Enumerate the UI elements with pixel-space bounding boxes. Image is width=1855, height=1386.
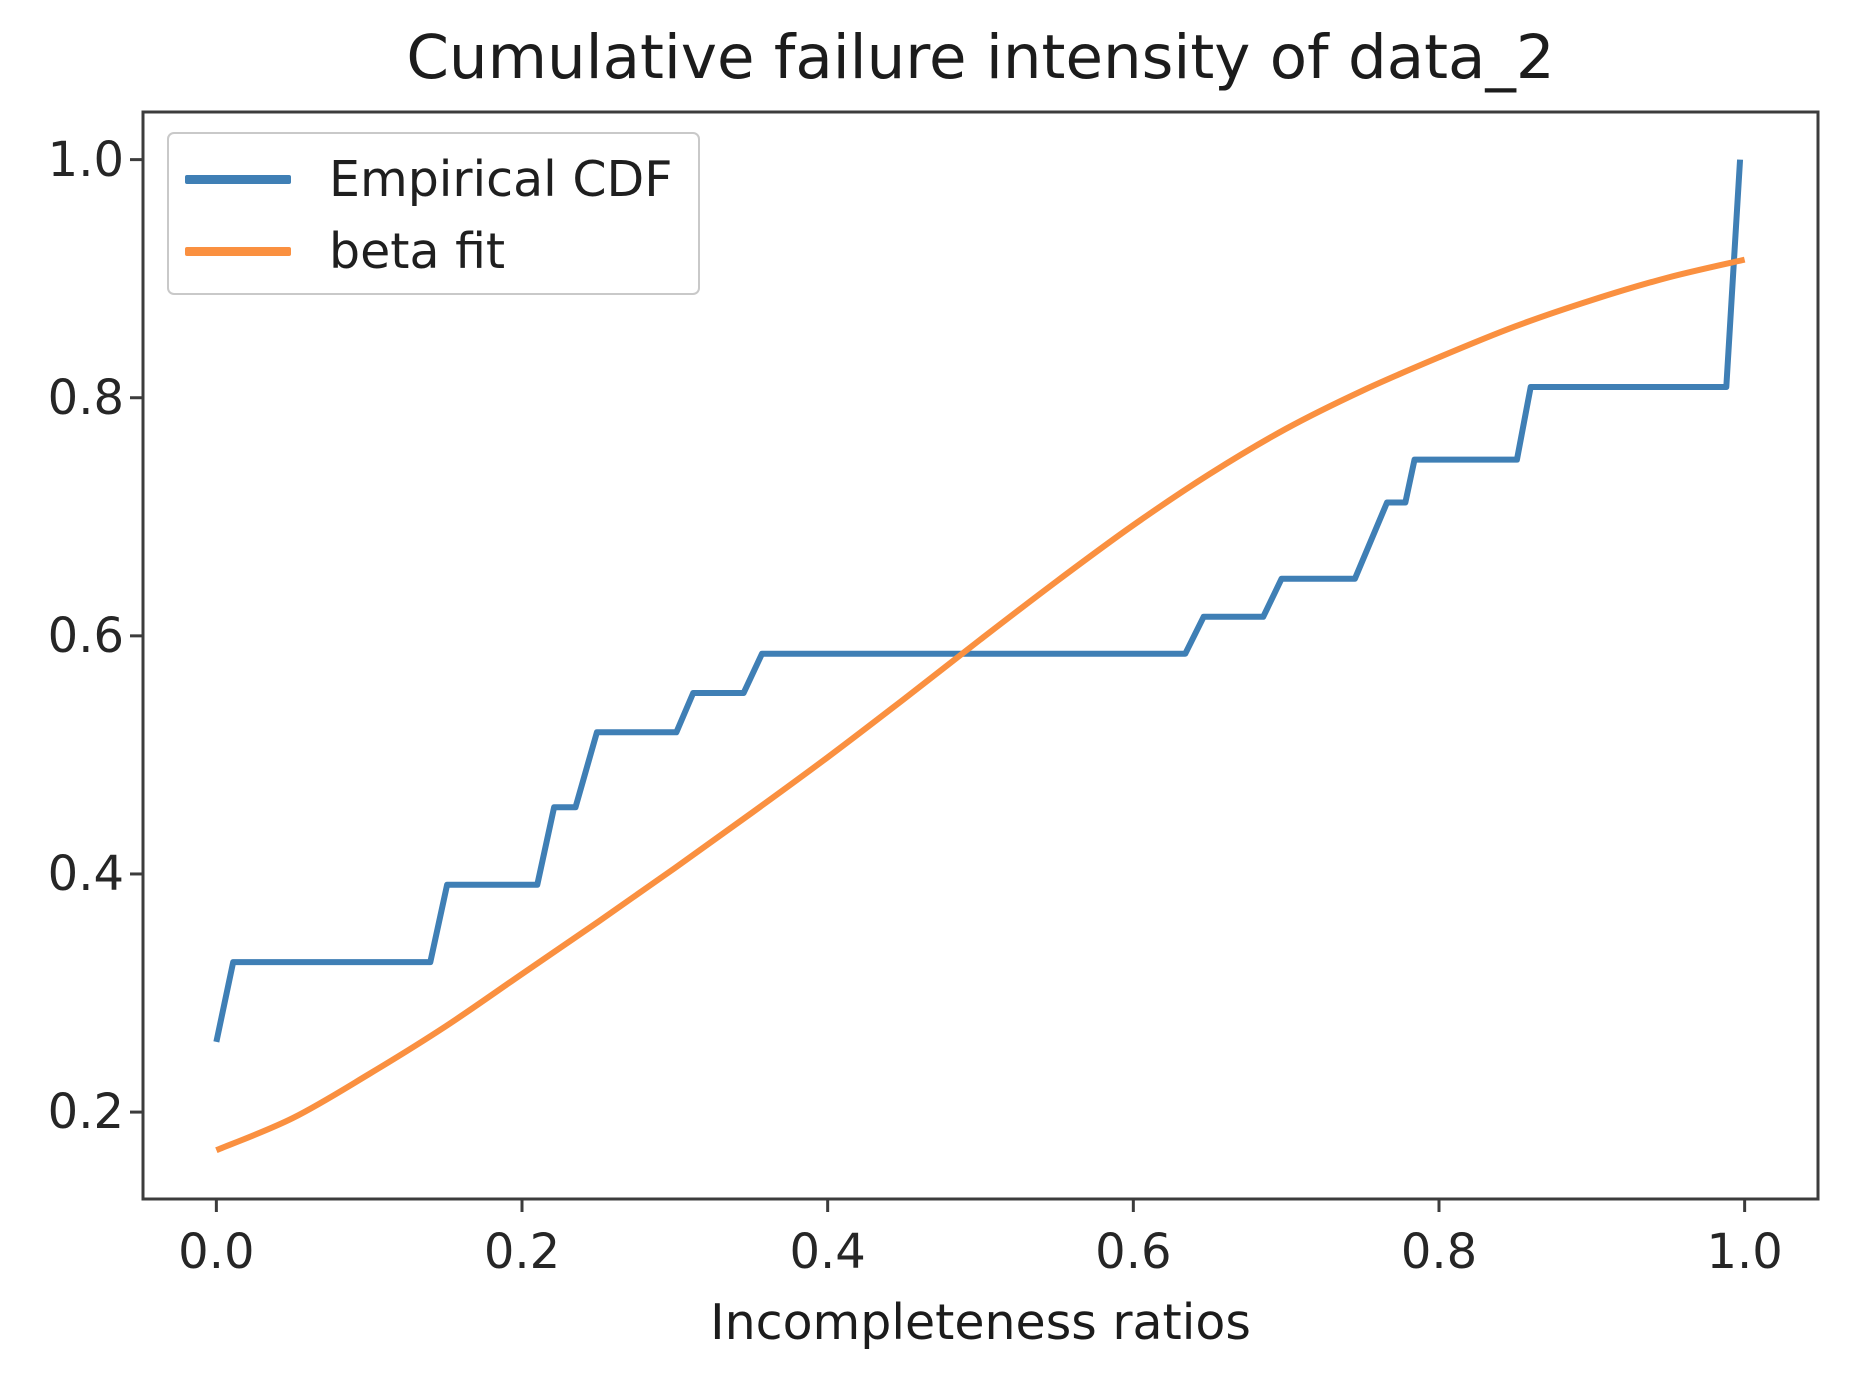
y-tick-label: 0.4 xyxy=(47,845,124,902)
y-tick-label: 0.2 xyxy=(47,1084,124,1141)
legend-label-empirical-cdf: Empirical CDF xyxy=(329,150,673,208)
beta-fit-line xyxy=(215,256,1746,1153)
legend-item-empirical-cdf: Empirical CDF xyxy=(169,143,698,215)
x-tick-label: 0.0 xyxy=(178,1224,255,1280)
x-tick-label: 1.0 xyxy=(1706,1224,1783,1280)
x-axis-label: Incompleteness ratios xyxy=(710,1294,1251,1351)
axes-spines xyxy=(141,110,1820,1201)
chart-title: Cumulative failure intensity of data_2 xyxy=(406,22,1555,93)
empirical-cdf-line xyxy=(213,159,1744,1043)
legend-line-swatch-blue xyxy=(185,174,291,184)
x-tick-label: 0.4 xyxy=(789,1224,866,1280)
legend-label-beta-fit: beta fit xyxy=(329,222,506,280)
legend: Empirical CDF beta fit xyxy=(167,132,700,295)
x-tick-label: 0.6 xyxy=(1095,1224,1172,1280)
x-tick-label: 0.8 xyxy=(1400,1224,1478,1280)
legend-item-beta-fit: beta fit xyxy=(169,215,698,287)
x-tick-label: 0.2 xyxy=(483,1224,561,1280)
y-tick-label: 0.8 xyxy=(47,369,124,426)
y-tick-label: 1.0 xyxy=(47,131,124,188)
y-tick-label: 0.6 xyxy=(47,607,124,664)
legend-line-swatch-orange xyxy=(185,246,291,256)
